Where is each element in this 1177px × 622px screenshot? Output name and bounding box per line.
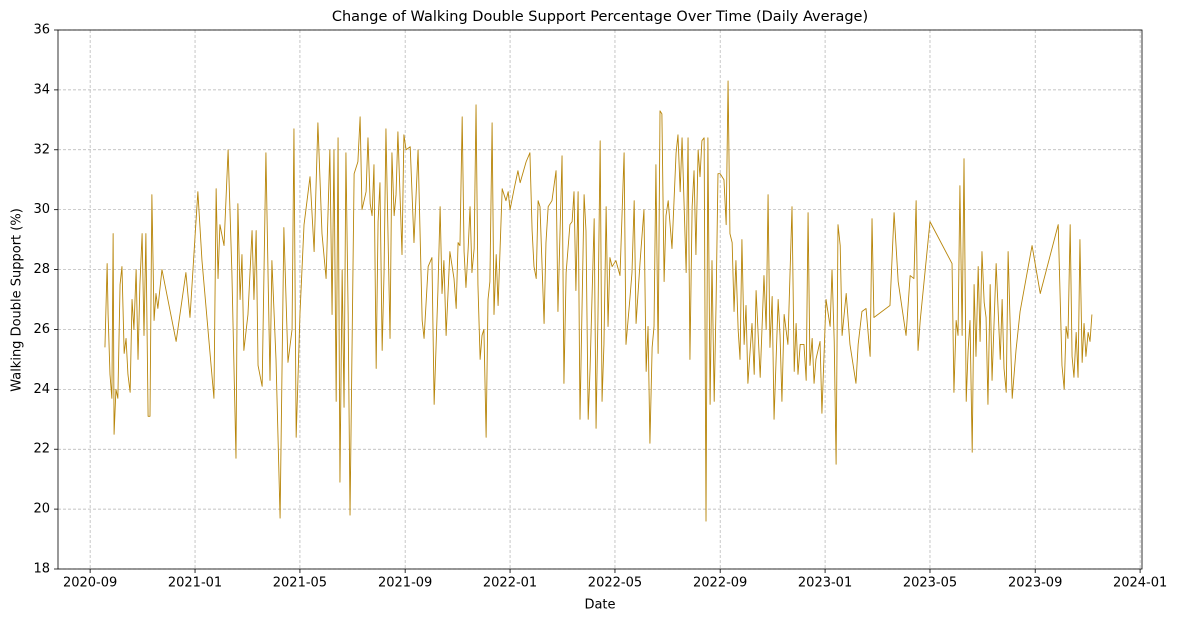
x-tick-label: 2023-09 bbox=[1008, 576, 1062, 591]
x-tick-label: 2024-01 bbox=[1113, 576, 1167, 591]
y-tick-label: 24 bbox=[33, 382, 50, 397]
data-line bbox=[104, 80, 1093, 522]
x-tick-label: 2021-01 bbox=[168, 576, 222, 591]
x-tick-label: 2022-05 bbox=[588, 576, 642, 591]
x-tick-label: 2023-05 bbox=[903, 576, 957, 591]
chart-title: Change of Walking Double Support Percent… bbox=[332, 9, 868, 25]
y-tick-label: 36 bbox=[33, 23, 50, 38]
x-tick-label: 2021-09 bbox=[378, 576, 432, 591]
x-tick-label: 2022-09 bbox=[693, 576, 747, 591]
x-tick-label: 2023-01 bbox=[798, 576, 852, 591]
y-tick-label: 18 bbox=[33, 562, 50, 577]
y-tick-label: 30 bbox=[33, 202, 50, 217]
x-tick-label: 2022-01 bbox=[483, 576, 537, 591]
x-tick-label: 2020-09 bbox=[63, 576, 117, 591]
y-tick-label: 34 bbox=[33, 82, 50, 97]
y-tick-label: 20 bbox=[33, 502, 50, 517]
x-tick-label: 2021-05 bbox=[273, 576, 327, 591]
x-axis-label: Date bbox=[584, 598, 615, 613]
plot-frame bbox=[57, 29, 1143, 570]
y-tick-label: 28 bbox=[33, 262, 50, 277]
y-tick-label: 22 bbox=[33, 442, 50, 457]
y-axis-label: Walking Double Support (%) bbox=[10, 208, 25, 392]
y-tick-label: 26 bbox=[33, 322, 50, 337]
y-tick-label: 32 bbox=[33, 142, 50, 157]
